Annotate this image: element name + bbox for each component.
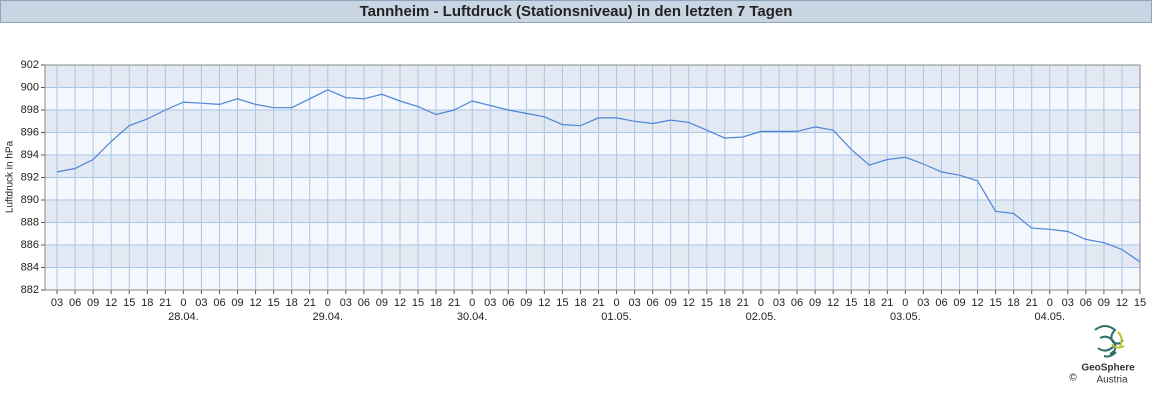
x-tick-label: 15 — [556, 297, 568, 309]
x-tick-label: 21 — [881, 297, 893, 309]
date-label: 04.05. — [1034, 311, 1065, 323]
x-tick-label: 0 — [614, 297, 620, 309]
x-tick-label: 0 — [180, 297, 186, 309]
x-tick-label: 09 — [1098, 297, 1110, 309]
chart-title: Tannheim - Luftdruck (Stationsniveau) in… — [360, 3, 793, 20]
y-tick-label: 900 — [21, 81, 39, 93]
grid-band — [45, 65, 1140, 88]
x-tick-label: 03 — [628, 297, 640, 309]
x-tick-label: 12 — [1116, 297, 1128, 309]
x-tick-label: 03 — [51, 297, 63, 309]
x-tick-label: 15 — [123, 297, 135, 309]
date-label: 29.04. — [312, 311, 343, 323]
x-tick-label: 09 — [231, 297, 243, 309]
date-label: 02.05. — [746, 311, 777, 323]
x-tick-label: 15 — [412, 297, 424, 309]
x-tick-label: 15 — [845, 297, 857, 309]
logo: GeoSphere Austria © — [1069, 325, 1135, 386]
x-tick-label: 12 — [538, 297, 550, 309]
plot-area — [45, 64, 1141, 291]
x-tick-label: 18 — [863, 297, 875, 309]
x-tick-label: 18 — [574, 297, 586, 309]
x-tick-label: 12 — [971, 297, 983, 309]
x-tick-label: 09 — [376, 297, 388, 309]
x-tick-label: 03 — [1062, 297, 1074, 309]
x-tick-label: 21 — [1026, 297, 1038, 309]
x-tick-label: 09 — [665, 297, 677, 309]
x-tick-label: 18 — [141, 297, 153, 309]
x-tick-label: 06 — [791, 297, 803, 309]
x-tick-label: 12 — [683, 297, 695, 309]
x-tick-label: 15 — [268, 297, 280, 309]
plot-frame — [44, 64, 1141, 291]
copyright: © — [1069, 373, 1077, 384]
x-tick-label: 09 — [809, 297, 821, 309]
x-tick-label: 18 — [286, 297, 298, 309]
date-label: 01.05. — [601, 311, 632, 323]
x-tick-label: 03 — [340, 297, 352, 309]
date-label: 28.04. — [168, 311, 199, 323]
y-tick-label: 896 — [21, 126, 39, 138]
x-tick-label: 21 — [592, 297, 604, 309]
logo-sub: Austria — [1096, 375, 1128, 386]
x-tick-label: 06 — [1080, 297, 1092, 309]
x-tick-label: 03 — [195, 297, 207, 309]
x-tick-label: 03 — [773, 297, 785, 309]
x-tick-label: 06 — [502, 297, 514, 309]
y-tick-label: 890 — [21, 194, 39, 206]
x-tick-label: 21 — [737, 297, 749, 309]
y-tick-label: 892 — [21, 171, 39, 183]
y-tick-label: 888 — [21, 216, 39, 228]
date-label: 30.04. — [457, 311, 488, 323]
x-tick-label: 0 — [469, 297, 475, 309]
y-tick-label: 882 — [21, 284, 39, 296]
date-label: 03.05. — [890, 311, 921, 323]
x-tick-label: 15 — [701, 297, 713, 309]
x-tick-label: 0 — [1047, 297, 1053, 309]
x-tick-label: 21 — [448, 297, 460, 309]
grid-band — [45, 110, 1140, 133]
y-tick-label: 886 — [21, 239, 39, 251]
x-tick-label: 18 — [719, 297, 731, 309]
x-tick-label: 12 — [105, 297, 117, 309]
grid-band — [45, 200, 1140, 223]
grid-band — [45, 245, 1140, 268]
x-tick-label: 09 — [953, 297, 965, 309]
x-tick-label: 06 — [69, 297, 81, 309]
logo-mark — [1094, 325, 1124, 358]
logo-mark-accent — [1111, 331, 1125, 349]
x-tick-label: 0 — [325, 297, 331, 309]
x-tick-label: 06 — [647, 297, 659, 309]
x-tick-label: 21 — [304, 297, 316, 309]
x-tick-label: 18 — [1008, 297, 1020, 309]
y-axis-label: Luftdruck in hPa — [5, 140, 16, 213]
x-tick-label: 09 — [87, 297, 99, 309]
y-tick-label: 894 — [21, 149, 39, 161]
x-tick-label: 06 — [213, 297, 225, 309]
x-tick-label: 12 — [827, 297, 839, 309]
x-tick-label: 03 — [917, 297, 929, 309]
x-tick-label: 15 — [1134, 297, 1146, 309]
x-tick-label: 06 — [935, 297, 947, 309]
y-tick-label: 898 — [21, 104, 39, 116]
x-tick-label: 18 — [430, 297, 442, 309]
x-tick-label: 03 — [484, 297, 496, 309]
x-tick-label: 0 — [902, 297, 908, 309]
x-tick-label: 15 — [989, 297, 1001, 309]
grid-band — [45, 155, 1140, 178]
x-tick-label: 21 — [159, 297, 171, 309]
x-tick-label: 0 — [758, 297, 764, 309]
logo-name: GeoSphere — [1081, 363, 1135, 374]
data-line — [56, 89, 1141, 263]
y-tick-label: 902 — [21, 59, 39, 71]
y-tick-label: 884 — [21, 261, 39, 273]
x-tick-label: 06 — [358, 297, 370, 309]
x-tick-label: 12 — [249, 297, 261, 309]
x-tick-label: 12 — [394, 297, 406, 309]
x-tick-label: 09 — [520, 297, 532, 309]
